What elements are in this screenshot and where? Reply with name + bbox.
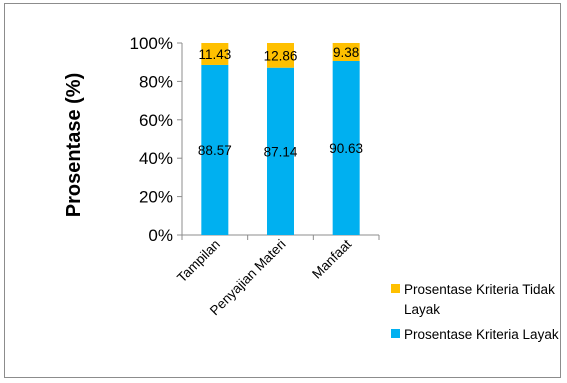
bar-segment-tidak-layak — [332, 42, 360, 61]
bar-segment-layak — [332, 60, 360, 235]
legend-item-tidak-layak: Prosentase Kriteria Tidak Layak — [391, 280, 561, 320]
data-label: 88.57 — [198, 143, 232, 158]
y-tick-label: 20% — [139, 188, 173, 207]
legend-item-layak: Prosentase Kriteria Layak — [391, 325, 561, 345]
y-tick-label: 40% — [139, 149, 173, 168]
x-category-label: Manfaat — [309, 236, 354, 281]
data-label: 90.63 — [329, 141, 363, 156]
plot-area: 0% 20% 40% 60% 80% 100% 88.57 11.43 Tampilan 87.1… — [130, 34, 380, 318]
x-category-label: Tampilan — [174, 237, 223, 286]
data-label: 87.14 — [264, 144, 298, 159]
data-label: 9.38 — [333, 45, 359, 60]
legend-label-layak: Prosentase Kriteria Layak — [404, 327, 559, 342]
y-tick-label: 60% — [139, 111, 173, 130]
data-label: 12.86 — [264, 48, 298, 63]
legend-label-tidak-layak: Prosentase Kriteria Tidak Layak — [404, 282, 555, 317]
bar-segment-tidak-layak — [267, 43, 294, 68]
y-tick-label: 100% — [130, 34, 173, 53]
y-tick-label: 0% — [148, 226, 173, 245]
bar-segment-tidak-layak — [201, 43, 229, 65]
legend-swatch-layak — [391, 329, 400, 338]
legend-swatch-tidak-layak — [391, 284, 400, 293]
data-label: 11.43 — [198, 47, 231, 62]
bar-segment-layak — [267, 67, 294, 236]
bar-segment-layak — [201, 64, 229, 235]
legend: Prosentase Kriteria Tidak Layak Prosenta… — [391, 280, 561, 350]
y-axis-title: Prosentase (%) — [63, 73, 85, 218]
y-tick-label: 80% — [139, 72, 173, 91]
